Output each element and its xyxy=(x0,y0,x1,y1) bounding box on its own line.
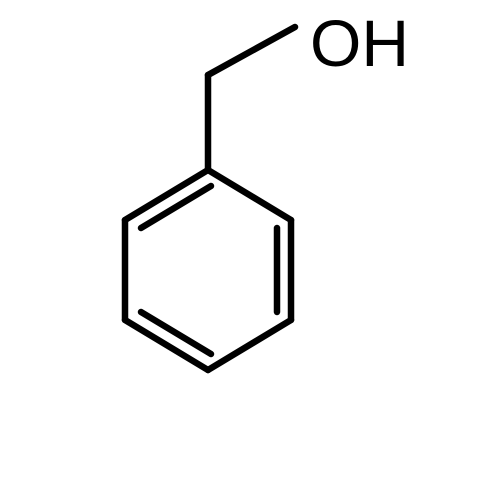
bond-ring-4-5 xyxy=(208,320,291,370)
bond-ring-6-1 xyxy=(208,170,291,220)
chemical-structure-diagram: OH xyxy=(0,0,500,500)
molecule-svg: OH xyxy=(0,0,500,500)
bond-layer xyxy=(125,27,295,370)
bond-ch2-to-o xyxy=(208,27,295,75)
hydroxyl-label: OH xyxy=(310,6,409,80)
